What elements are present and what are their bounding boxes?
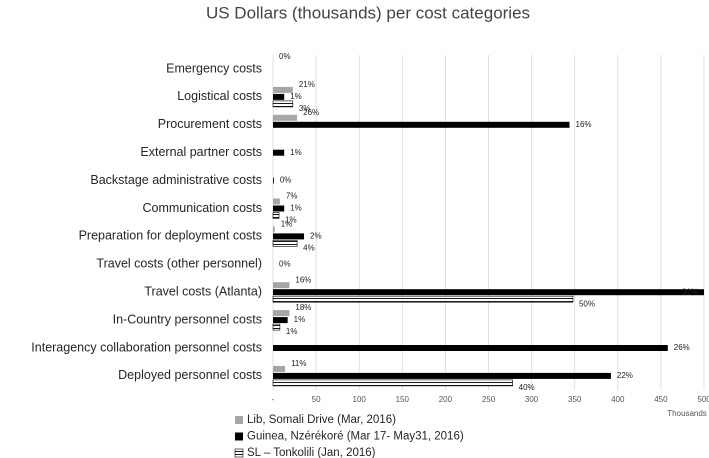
data-label: 31%	[682, 287, 698, 296]
bar	[273, 233, 305, 240]
x-tick-label: 250	[482, 395, 496, 404]
bar	[273, 205, 285, 212]
x-axis-unit: Thousands	[667, 409, 707, 418]
bar	[272, 295, 574, 303]
category-label: Emergency costs	[166, 61, 262, 75]
bar	[272, 240, 298, 247]
bar	[273, 365, 286, 372]
x-tick-label: 100	[353, 395, 367, 404]
data-label: 16%	[576, 120, 592, 129]
legend-label: SL – Tonkolili (Jan, 2016)	[247, 447, 376, 458]
legend-label: Lib, Somali Drive (Mar, 2016)	[247, 414, 396, 426]
legend-swatch	[235, 416, 243, 424]
x-tick-label: 350	[568, 395, 582, 404]
category-label: Procurement costs	[158, 117, 262, 131]
data-label: 1%	[281, 220, 293, 229]
category-label: Deployed personnel costs	[118, 368, 262, 382]
data-label: 7%	[286, 192, 298, 201]
data-label: 0%	[280, 176, 292, 185]
x-tick-label: 500	[697, 395, 709, 404]
bar	[273, 282, 290, 289]
data-label: 1%	[290, 92, 302, 101]
data-label: 2%	[310, 232, 322, 241]
data-label: 1%	[294, 315, 306, 324]
x-tick-label: 450	[654, 395, 668, 404]
x-tick-label: 50	[312, 395, 321, 404]
bar	[273, 86, 293, 93]
data-label: 21%	[299, 80, 315, 89]
x-tick-label: 200	[439, 395, 453, 404]
bar	[272, 379, 513, 387]
data-label: 16%	[295, 275, 311, 284]
chart-title: US Dollars (thousands) per cost categori…	[206, 3, 530, 22]
data-label: 22%	[617, 371, 633, 380]
bar	[273, 149, 285, 156]
x-tick-label: 300	[525, 395, 539, 404]
bar	[273, 198, 280, 205]
data-label: 18%	[295, 303, 311, 312]
legend-label: Guinea, Nzérékoré (Mar 17- May31, 2016)	[247, 431, 464, 443]
data-label: 1%	[286, 327, 298, 336]
category-label: Logistical costs	[177, 89, 262, 103]
data-label: 26%	[674, 343, 690, 352]
data-label: 1%	[290, 204, 302, 213]
data-label: 4%	[303, 244, 315, 253]
bar	[273, 226, 275, 233]
category-label: In-Country personnel costs	[113, 312, 262, 326]
category-label: External partner costs	[140, 145, 262, 159]
bar	[273, 310, 290, 317]
category-label: Preparation for deployment costs	[79, 229, 262, 243]
category-label: Travel costs (other personnel)	[96, 257, 262, 271]
bar	[272, 212, 280, 219]
bar	[273, 93, 285, 100]
bar	[273, 177, 274, 184]
bar	[273, 114, 298, 121]
bar	[273, 289, 704, 296]
data-label: 11%	[291, 359, 306, 368]
data-label: 3%	[299, 104, 311, 113]
x-tick-label: 150	[396, 395, 410, 404]
category-label: Interagency collaboration personnel cost…	[31, 340, 262, 354]
bar	[273, 345, 668, 351]
bar	[272, 323, 281, 331]
x-tick-label: 400	[611, 395, 625, 404]
legend-swatch	[235, 432, 243, 441]
bar	[273, 317, 288, 324]
category-label: Backstage administrative costs	[90, 173, 262, 187]
data-label: 1%	[285, 216, 297, 225]
category-label: Communication costs	[143, 201, 263, 215]
data-label: 1%	[290, 148, 302, 157]
bar	[273, 372, 611, 379]
data-label: 0%	[279, 259, 291, 268]
data-label: 50%	[579, 299, 595, 308]
data-label: 26%	[303, 108, 319, 117]
data-label: 0%	[279, 52, 291, 61]
category-label: Travel costs (Atlanta)	[144, 284, 262, 298]
legend-swatch	[234, 448, 244, 458]
x-tick-label: -	[272, 395, 275, 404]
bar	[272, 100, 294, 108]
data-label: 40%	[519, 383, 535, 392]
bar	[273, 121, 570, 128]
